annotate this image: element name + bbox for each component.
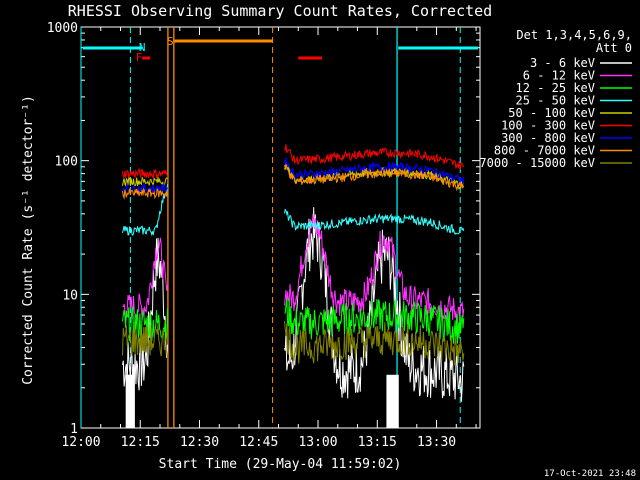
x-tick-label: 12:00 [61, 435, 100, 450]
x-tick-label: 13:00 [298, 435, 337, 450]
x-tick-label: 12:15 [121, 435, 160, 450]
series-line [284, 144, 464, 170]
x-tick-label: 13:15 [358, 435, 397, 450]
series-line [122, 323, 168, 358]
plot-area: 1 10 100 1000 12:00 12:15 12:30 12:45 13:00 13:15… [47, 21, 481, 450]
legend-label: 7000 - 15000 keV [479, 156, 595, 170]
chart-title: RHESSI Observing Summary Count Rates, Co… [68, 2, 492, 20]
flag-label-F: F [136, 51, 143, 64]
y-tick-label: 100 [55, 155, 78, 170]
legend-label: 50 - 100 keV [508, 106, 595, 120]
series-line [122, 167, 168, 180]
series-line [284, 321, 465, 366]
series-line [122, 306, 168, 342]
flag-label-N: N [139, 41, 146, 54]
legend-label: 12 - 25 keV [516, 81, 595, 95]
legend-label: 300 - 800 keV [501, 131, 595, 145]
legend-label: 3 - 6 keV [530, 56, 595, 70]
series-line [122, 237, 168, 322]
y-tick-label: 1000 [47, 21, 78, 36]
x-tick-label: 12:30 [180, 435, 219, 450]
flag-label-S: S [167, 35, 174, 48]
legend-label: 25 - 50 keV [516, 94, 595, 108]
series-line [284, 207, 465, 402]
series-line [122, 187, 168, 200]
x-tick-label: 12:45 [239, 435, 278, 450]
x-tick-label: 13:30 [417, 435, 456, 450]
x-axis-label: Start Time (29-May-04 11:59:02) [159, 457, 402, 472]
series-line [122, 237, 168, 391]
legend-header-line2: Att 0 [596, 41, 632, 55]
y-tick-label: 1 [70, 422, 78, 437]
series-line [284, 298, 465, 345]
timestamp: 17-Oct-2021 23:48 [544, 469, 636, 479]
series-line [122, 184, 168, 237]
series-line [122, 175, 168, 187]
y-tick-label: 10 [62, 288, 78, 303]
series-line [284, 164, 465, 192]
legend-label: 100 - 300 keV [501, 119, 595, 133]
legend-header-line1: Det 1,3,4,5,6,9, [516, 28, 632, 42]
series-line [284, 208, 465, 236]
legend-label: 6 - 12 keV [523, 69, 595, 83]
y-axis-label: Corrected Count Rate (s⁻¹ detector⁻¹) [21, 95, 36, 385]
legend-label: 800 - 7000 keV [494, 144, 595, 158]
